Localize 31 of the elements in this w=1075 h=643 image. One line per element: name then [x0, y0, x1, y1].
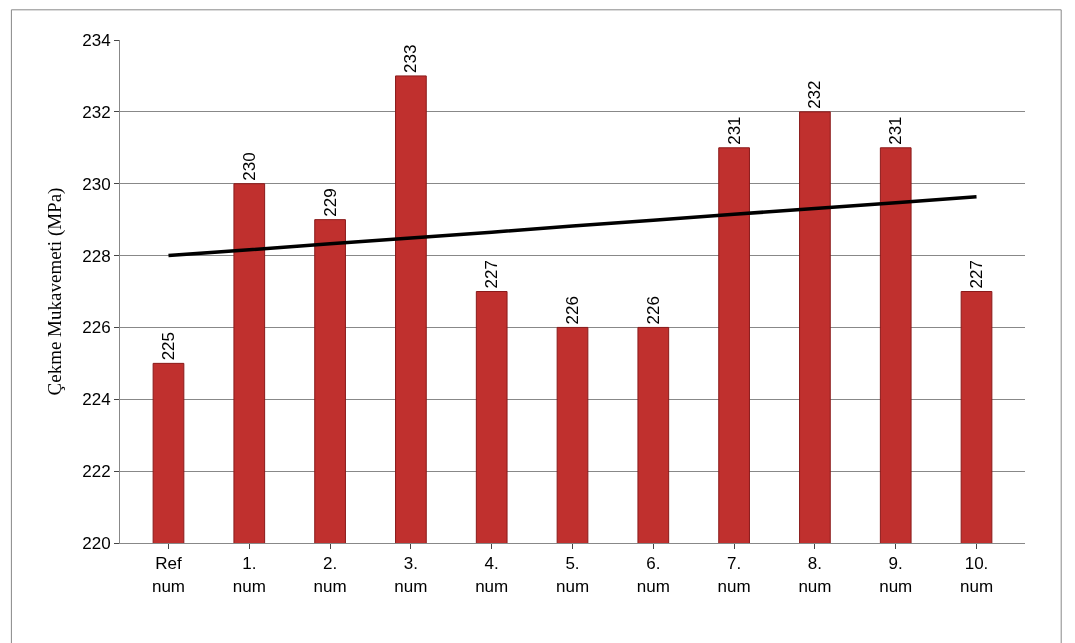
- x-tick-label: 3. num: [394, 554, 428, 596]
- y-tick-label: 228: [82, 246, 111, 266]
- x-tick-label: 5. num: [555, 554, 590, 596]
- y-tick-label: 232: [82, 102, 111, 122]
- y-tick-label: 234: [82, 30, 111, 50]
- data-label: 225: [158, 331, 178, 361]
- data-label: 227: [967, 260, 987, 289]
- x-tick-label: 2. num: [313, 554, 347, 596]
- data-label: 226: [643, 296, 663, 325]
- data-label: 231: [886, 116, 906, 145]
- data-label: 232: [805, 80, 825, 109]
- x-tick-label: Ref num: [151, 554, 186, 596]
- x-tick-label: 6. num: [636, 554, 670, 596]
- y-tick-label: 220: [82, 533, 111, 553]
- y-tick-label: 224: [82, 390, 111, 410]
- data-label: 233: [401, 44, 421, 73]
- x-tick-label: 8. num: [798, 554, 832, 596]
- y-tick-label: 226: [82, 318, 111, 338]
- data-label: 229: [320, 188, 340, 217]
- x-tick-label: 7. num: [717, 554, 751, 596]
- x-tick-label: 4. num: [475, 554, 509, 596]
- data-label: 230: [239, 152, 259, 181]
- x-tick-label: 1. num: [232, 554, 266, 596]
- y-tick-label: 230: [82, 174, 111, 194]
- data-label: 226: [563, 296, 582, 325]
- y-tick-label: 222: [82, 462, 111, 482]
- x-tick-label: 10. num: [959, 554, 994, 596]
- x-tick-label: 9. num: [879, 554, 913, 596]
- data-label: 227: [482, 260, 502, 289]
- y-axis-title: Çekme Mukavemeti (MPa): [44, 187, 67, 396]
- data-label: 231: [724, 116, 744, 145]
